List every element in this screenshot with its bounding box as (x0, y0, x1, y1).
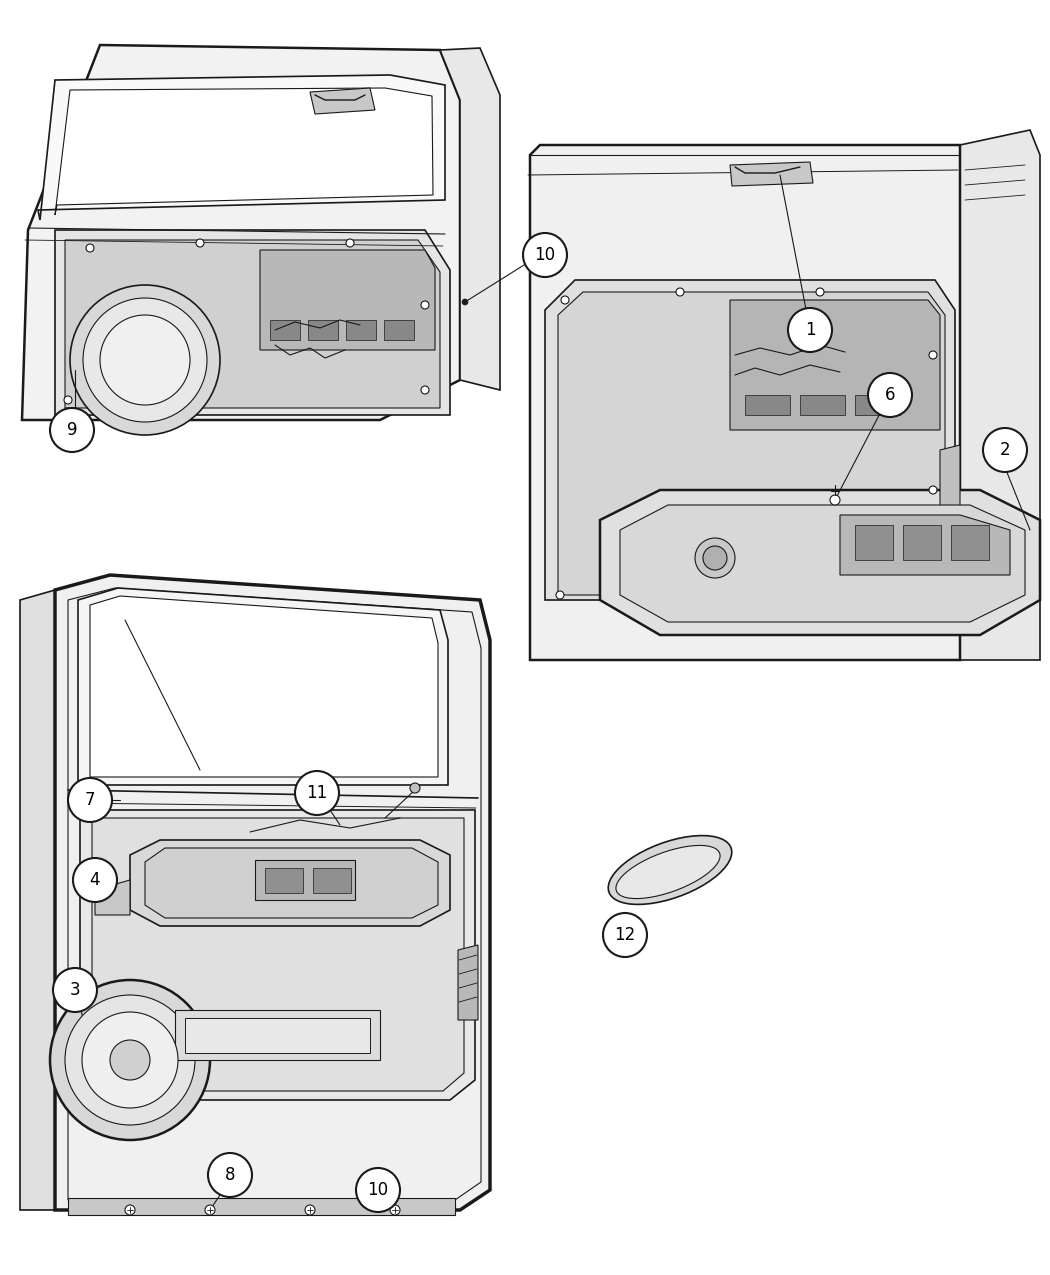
Polygon shape (55, 88, 433, 215)
Polygon shape (730, 300, 940, 430)
Polygon shape (255, 861, 355, 900)
Polygon shape (270, 320, 300, 340)
Text: 11: 11 (307, 784, 328, 802)
Circle shape (196, 238, 204, 247)
Polygon shape (620, 505, 1025, 622)
Text: 1: 1 (804, 321, 815, 339)
Polygon shape (800, 395, 845, 414)
Polygon shape (600, 490, 1040, 635)
Polygon shape (746, 395, 790, 414)
Circle shape (561, 296, 569, 303)
Polygon shape (68, 1198, 455, 1215)
Circle shape (110, 1040, 150, 1080)
Polygon shape (92, 819, 464, 1091)
Text: 2: 2 (1000, 441, 1010, 459)
Polygon shape (130, 840, 450, 926)
Text: 3: 3 (69, 980, 80, 1000)
Polygon shape (855, 525, 892, 560)
Circle shape (295, 771, 339, 815)
Text: 10: 10 (368, 1181, 388, 1198)
Polygon shape (346, 320, 376, 340)
Circle shape (65, 994, 195, 1125)
Circle shape (83, 298, 207, 422)
Circle shape (676, 288, 684, 296)
Polygon shape (440, 48, 500, 390)
Circle shape (50, 980, 210, 1140)
Text: 9: 9 (67, 421, 78, 439)
Polygon shape (78, 588, 448, 785)
Circle shape (816, 288, 824, 296)
Polygon shape (545, 280, 956, 601)
Polygon shape (80, 810, 475, 1100)
Circle shape (929, 486, 937, 493)
Polygon shape (855, 395, 900, 414)
Circle shape (704, 546, 727, 570)
Circle shape (929, 351, 937, 360)
Circle shape (421, 301, 429, 309)
Circle shape (868, 374, 912, 417)
Circle shape (74, 858, 117, 901)
Circle shape (983, 428, 1027, 472)
Circle shape (304, 1205, 315, 1215)
Circle shape (100, 315, 190, 405)
Circle shape (556, 592, 564, 599)
Polygon shape (310, 88, 375, 113)
Polygon shape (175, 1010, 380, 1060)
Polygon shape (458, 945, 478, 1020)
Text: 7: 7 (85, 790, 96, 810)
Polygon shape (616, 845, 720, 899)
Polygon shape (260, 250, 435, 351)
Polygon shape (730, 162, 813, 186)
Circle shape (52, 968, 97, 1012)
Polygon shape (903, 525, 941, 560)
Polygon shape (308, 320, 338, 340)
Circle shape (421, 386, 429, 394)
Polygon shape (530, 145, 960, 660)
Circle shape (390, 1205, 400, 1215)
Polygon shape (145, 848, 438, 918)
Circle shape (695, 538, 735, 578)
Polygon shape (940, 445, 960, 520)
Polygon shape (265, 868, 303, 892)
Circle shape (462, 300, 468, 305)
Polygon shape (951, 525, 989, 560)
Circle shape (208, 1153, 252, 1197)
Text: 4: 4 (89, 871, 100, 889)
Circle shape (82, 1012, 178, 1108)
Polygon shape (384, 320, 414, 340)
Circle shape (523, 233, 567, 277)
Polygon shape (20, 590, 55, 1210)
Circle shape (205, 1205, 215, 1215)
Polygon shape (90, 595, 438, 776)
Text: 12: 12 (614, 926, 635, 944)
Polygon shape (840, 515, 1010, 575)
Polygon shape (38, 75, 445, 221)
Text: 6: 6 (885, 386, 896, 404)
Text: 10: 10 (534, 246, 555, 264)
Polygon shape (22, 45, 460, 419)
Polygon shape (94, 880, 130, 915)
Circle shape (86, 244, 94, 252)
Circle shape (68, 778, 112, 822)
Polygon shape (313, 868, 351, 892)
Circle shape (50, 408, 94, 453)
Polygon shape (65, 240, 440, 408)
Circle shape (410, 783, 420, 793)
Circle shape (788, 309, 832, 352)
Polygon shape (185, 1017, 370, 1053)
Circle shape (346, 238, 354, 247)
Circle shape (70, 286, 220, 435)
Text: 8: 8 (225, 1167, 235, 1184)
Polygon shape (960, 130, 1040, 660)
Polygon shape (55, 230, 450, 414)
Polygon shape (608, 835, 732, 904)
Circle shape (64, 397, 72, 404)
Circle shape (830, 495, 840, 505)
Circle shape (356, 1168, 400, 1213)
Circle shape (125, 1205, 135, 1215)
Polygon shape (55, 575, 490, 1210)
Polygon shape (558, 292, 945, 595)
Circle shape (603, 913, 647, 958)
